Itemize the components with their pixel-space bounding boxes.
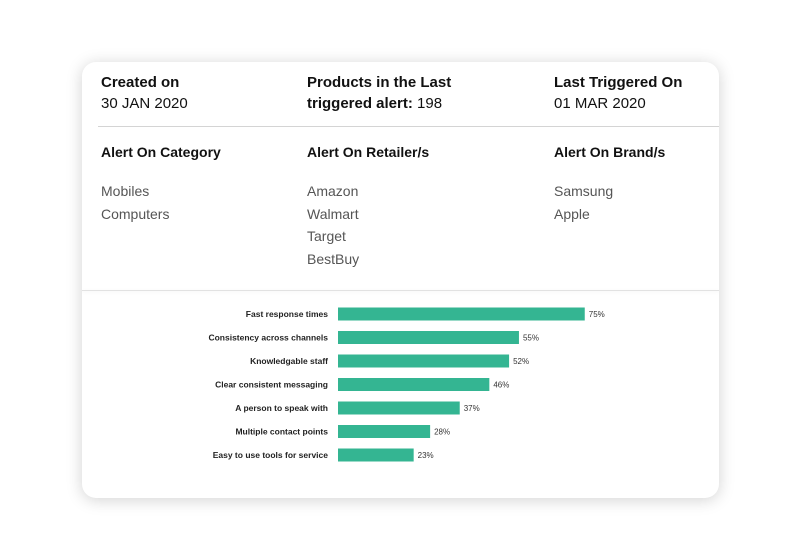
list-item: Amazon (307, 183, 359, 199)
products-label-line2: triggered alert: (307, 95, 413, 112)
alert-retailer-label: Alert On Retailer/s (307, 144, 430, 160)
value-label: 23% (418, 451, 434, 460)
chart-separator (82, 290, 719, 291)
category-label: Multiple contact points (235, 427, 328, 437)
list-item: Walmart (307, 205, 359, 222)
category-label: A person to speak with (235, 403, 328, 413)
category-label: Consistency across channels (208, 333, 328, 343)
last-triggered-value: 01 MAR 2020 (554, 95, 646, 112)
brand-list: Samsung Apple (554, 180, 665, 225)
summary-divider (98, 126, 719, 127)
created-on-label: Created on (101, 74, 180, 91)
value-label: 46% (493, 381, 509, 390)
category-label: Easy to use tools for service (213, 450, 329, 460)
products-last-alert-block: Products in the Last triggered alert: 19… (307, 72, 451, 114)
value-label: 28% (434, 428, 450, 437)
last-triggered-label: Last Triggered On (554, 74, 683, 91)
created-on-value: 30 JAN 2020 (101, 95, 188, 112)
last-triggered-block: Last Triggered On 01 MAR 2020 (554, 72, 682, 114)
alert-category-section: Alert On Category Mobiles Computers (101, 144, 221, 225)
retailer-list: Amazon Walmart Target BestBuy (307, 180, 429, 270)
bar (338, 307, 585, 321)
bar-chart: Fast response times 75% Consistency across… (82, 291, 719, 498)
products-count-value: 198 (417, 95, 443, 112)
bar (338, 331, 519, 344)
alert-retailer-section: Alert On Retailer/s Amazon Walmart Targe… (307, 144, 429, 270)
category-list: Mobiles Computers (101, 180, 221, 225)
bar (338, 401, 460, 415)
list-item: Target (307, 228, 346, 244)
bar (338, 354, 510, 368)
value-label: 37% (464, 404, 480, 413)
bar-chart-svg: Fast response times 75% Consistency across… (208, 307, 605, 462)
category-label: Knowledgable staff (250, 356, 328, 366)
list-item: Samsung (554, 183, 614, 199)
value-label: 55% (523, 334, 539, 343)
list-item: BestBuy (307, 250, 360, 267)
value-label: 52% (513, 357, 529, 366)
bar (338, 378, 490, 391)
list-item: Computers (101, 205, 170, 222)
category-label: Fast response times (246, 309, 328, 319)
alert-brand-section: Alert On Brand/s Samsung Apple (554, 144, 665, 225)
list-item: Mobiles (101, 183, 150, 199)
bar (338, 425, 431, 438)
category-label: Clear consistent messaging (215, 380, 328, 390)
alert-category-label: Alert On Category (101, 144, 221, 160)
list-item: Apple (554, 205, 590, 222)
bar (338, 448, 414, 462)
created-on-block: Created on 30 JAN 2020 (101, 72, 188, 114)
alert-brand-label: Alert On Brand/s (554, 144, 666, 160)
value-label: 75% (589, 310, 605, 319)
alert-details-card: Created on 30 JAN 2020 Products in the L… (82, 62, 719, 498)
products-label-line1: Products in the Last (307, 74, 452, 91)
